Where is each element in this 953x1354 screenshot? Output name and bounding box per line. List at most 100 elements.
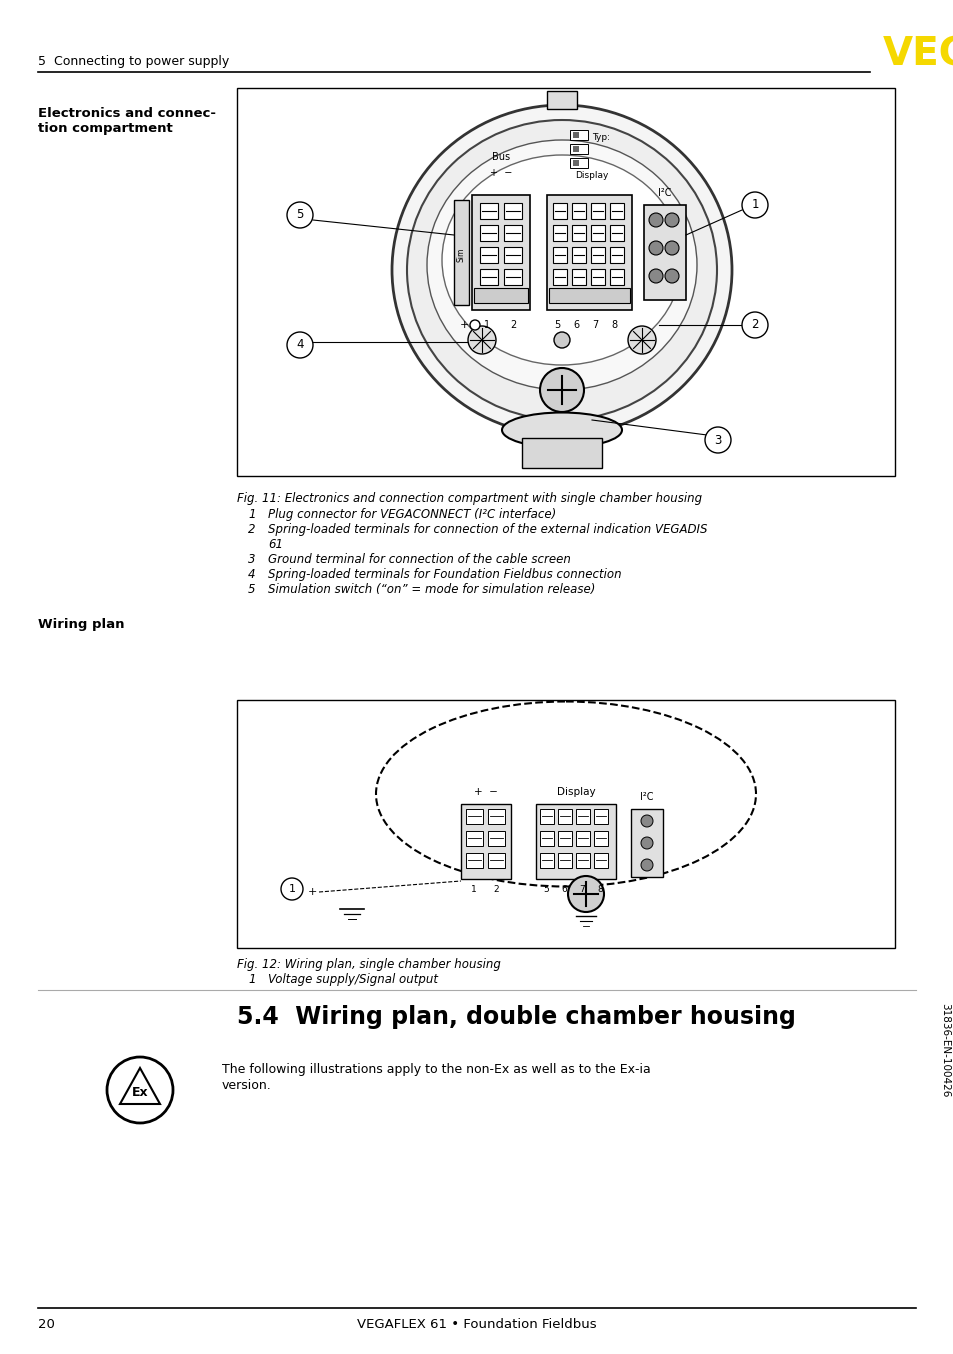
Text: +: + — [458, 320, 468, 330]
Text: Bus: Bus — [492, 152, 510, 162]
Ellipse shape — [407, 121, 717, 420]
Text: VEGAFLEX 61 • Foundation Fieldbus: VEGAFLEX 61 • Foundation Fieldbus — [356, 1319, 597, 1331]
Text: 2: 2 — [750, 318, 758, 332]
Circle shape — [664, 241, 679, 255]
Bar — [479, 203, 497, 219]
Text: The following illustrations apply to the non-Ex as well as to the Ex-ia: The following illustrations apply to the… — [222, 1063, 650, 1076]
Circle shape — [664, 269, 679, 283]
Circle shape — [704, 427, 730, 454]
Bar — [503, 269, 521, 284]
Bar — [558, 853, 572, 868]
Text: 1: 1 — [750, 199, 758, 211]
Text: Spring-loaded terminals for connection of the external indication VEGADIS: Spring-loaded terminals for connection o… — [268, 523, 707, 536]
Bar — [590, 225, 604, 241]
Text: Display: Display — [557, 787, 595, 798]
Bar — [558, 808, 572, 825]
Text: 2: 2 — [248, 523, 255, 536]
Bar — [576, 853, 589, 868]
Bar — [479, 269, 497, 284]
Bar — [536, 804, 616, 879]
Text: 5  Connecting to power supply: 5 Connecting to power supply — [38, 56, 229, 69]
Ellipse shape — [501, 413, 621, 448]
Circle shape — [640, 815, 652, 827]
Bar — [569, 144, 587, 154]
Bar — [488, 831, 504, 846]
Bar — [539, 831, 554, 846]
Polygon shape — [120, 1068, 160, 1104]
Bar — [488, 853, 504, 868]
Circle shape — [648, 241, 662, 255]
Text: version.: version. — [222, 1079, 272, 1091]
Text: Simulation switch (“on” = mode for simulation release): Simulation switch (“on” = mode for simul… — [268, 584, 595, 596]
Bar — [590, 203, 604, 219]
Bar — [236, 88, 894, 477]
Text: 5: 5 — [248, 584, 255, 596]
Ellipse shape — [427, 139, 697, 390]
Bar — [630, 808, 662, 877]
Text: 8: 8 — [597, 884, 602, 894]
Bar — [539, 853, 554, 868]
Bar — [573, 131, 578, 138]
Bar — [479, 225, 497, 241]
Circle shape — [627, 326, 656, 353]
Bar — [643, 204, 685, 301]
Text: 8: 8 — [610, 320, 617, 330]
Bar — [546, 91, 577, 110]
Bar — [572, 225, 585, 241]
Bar — [521, 437, 601, 468]
Text: 7: 7 — [591, 320, 598, 330]
Text: 31836-EN-100426: 31836-EN-100426 — [939, 1003, 949, 1097]
Bar — [609, 225, 623, 241]
Circle shape — [470, 320, 479, 330]
Bar — [573, 160, 578, 167]
Bar — [503, 246, 521, 263]
Text: Display: Display — [575, 171, 608, 180]
Bar — [576, 808, 589, 825]
Bar — [609, 246, 623, 263]
Text: 1: 1 — [471, 884, 476, 894]
Circle shape — [741, 192, 767, 218]
Bar — [590, 246, 604, 263]
Text: I²C: I²C — [639, 792, 653, 802]
Circle shape — [648, 213, 662, 227]
Bar — [503, 225, 521, 241]
Bar — [558, 831, 572, 846]
Bar — [572, 203, 585, 219]
Circle shape — [567, 876, 603, 913]
Bar — [572, 269, 585, 284]
Bar — [569, 158, 587, 168]
Bar — [553, 246, 566, 263]
Bar — [573, 146, 578, 152]
Circle shape — [287, 332, 313, 357]
Text: 7: 7 — [578, 884, 584, 894]
Bar — [546, 195, 631, 310]
Bar — [553, 225, 566, 241]
Bar — [465, 853, 482, 868]
Text: 20: 20 — [38, 1319, 55, 1331]
Bar — [569, 130, 587, 139]
Bar — [548, 288, 629, 303]
Text: Spring-loaded terminals for Foundation Fieldbus connection: Spring-loaded terminals for Foundation F… — [268, 567, 621, 581]
Text: Voltage supply/Signal output: Voltage supply/Signal output — [268, 974, 437, 986]
Text: Plug connector for VEGACONNECT (I²C interface): Plug connector for VEGACONNECT (I²C inte… — [268, 508, 556, 521]
Text: 5: 5 — [542, 884, 548, 894]
Bar — [553, 203, 566, 219]
Circle shape — [648, 269, 662, 283]
Bar — [465, 831, 482, 846]
Bar — [576, 831, 589, 846]
Bar — [479, 246, 497, 263]
Text: 1: 1 — [248, 974, 255, 986]
Text: 1: 1 — [483, 320, 490, 330]
Bar — [236, 700, 894, 948]
Ellipse shape — [441, 154, 681, 366]
Text: 3: 3 — [714, 433, 720, 447]
Circle shape — [539, 368, 583, 412]
Circle shape — [468, 326, 496, 353]
Ellipse shape — [392, 106, 731, 435]
Text: 1: 1 — [288, 884, 295, 894]
Bar — [488, 808, 504, 825]
Text: VEGA: VEGA — [882, 37, 953, 74]
Text: 5: 5 — [296, 209, 303, 222]
Text: 6: 6 — [573, 320, 578, 330]
Circle shape — [554, 332, 569, 348]
